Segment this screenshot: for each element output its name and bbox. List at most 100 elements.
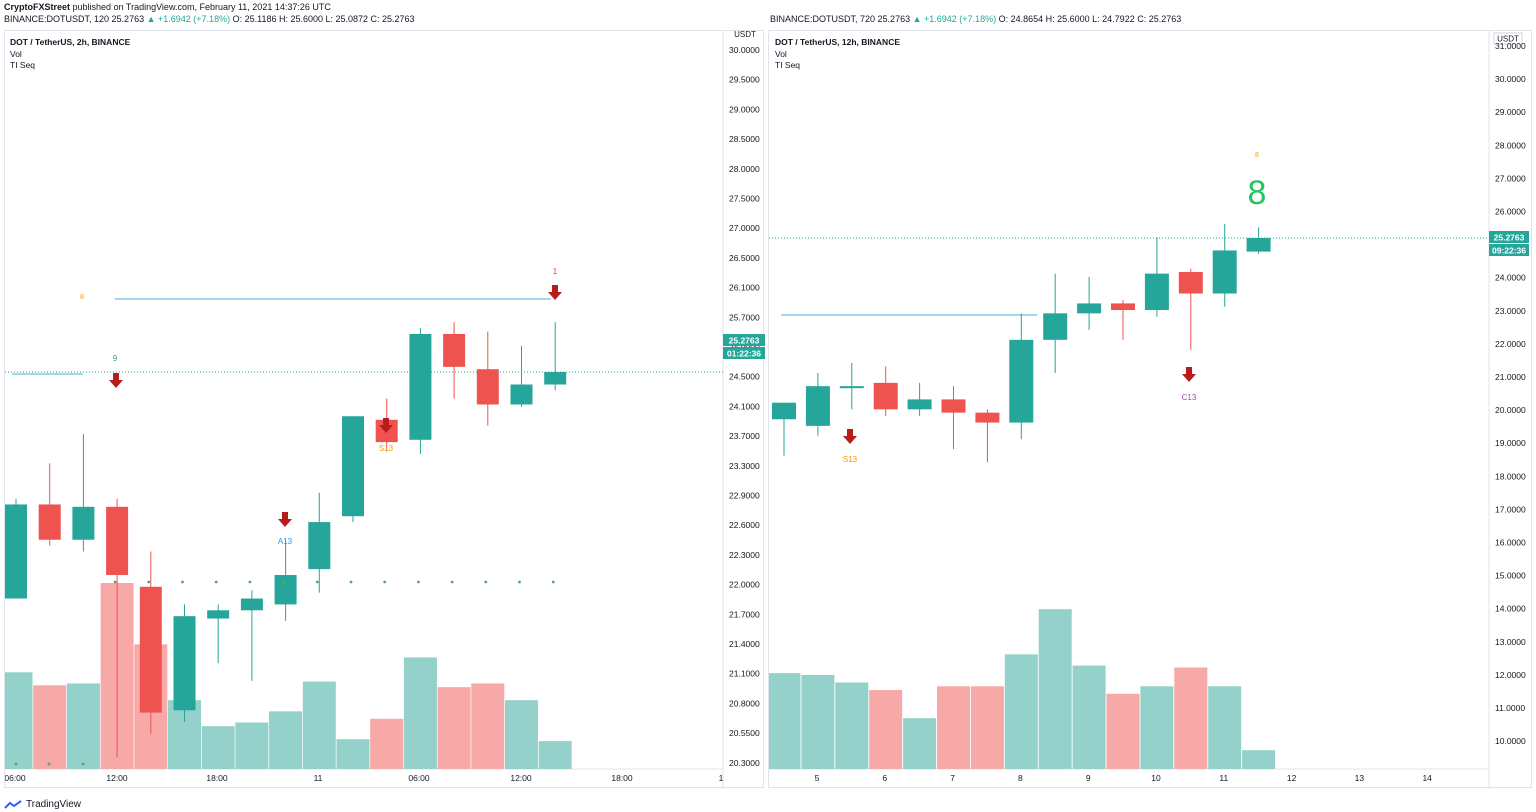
left-candle-body (342, 416, 364, 517)
left-price-tag (723, 334, 765, 346)
left-seq-dot (113, 580, 117, 584)
left-y-tick: 22.6000 (729, 520, 760, 530)
left-y-tick: 29.5000 (729, 75, 760, 85)
right-y-tick: 28.0000 (1495, 140, 1526, 150)
right-y-tick: 19.0000 (1495, 438, 1526, 448)
left-a13-label: A13 (278, 537, 293, 546)
left-candle-body (5, 504, 27, 599)
left-sell-arrow-icon (548, 285, 562, 300)
left-seq-dot (484, 580, 488, 584)
left-candle-body (72, 506, 95, 540)
right-candle-body (839, 386, 864, 389)
left-seq-dot (147, 580, 151, 584)
right-legend-indicator[interactable]: TI Seq (775, 60, 801, 70)
left-volume-bar (5, 672, 33, 769)
left-y-tick: 21.7000 (729, 609, 760, 619)
right-x-tick: 11 (1219, 773, 1228, 783)
right-y-tick: 31.0000 (1495, 41, 1526, 51)
left-legend-vol[interactable]: Vol (10, 48, 22, 59)
right-x-tick: 5 (815, 773, 820, 783)
left-volume-bar (336, 739, 370, 769)
right-volume-bar (1072, 665, 1106, 769)
left-chart[interactable]: USDT 30.0000 29.5000 29.0000 28.5000 28.0000 2… (5, 31, 765, 789)
left-y-tick: 23.3000 (729, 461, 760, 471)
right-y-tick: 15.0000 (1495, 571, 1526, 581)
left-y-tick: 24.1000 (729, 401, 760, 411)
right-y-tick: 17.0000 (1495, 504, 1526, 514)
right-legend-title[interactable]: DOT / TetherUS, 12h, BINANCE (775, 37, 900, 47)
right-ohlc: O: 24.8654 H: 25.6000 L: 24.7922 C: 25.2… (998, 14, 1182, 24)
right-x-tick: 10 (1151, 773, 1161, 783)
publisher-name[interactable]: CryptoFXStreet (4, 2, 71, 12)
left-seq-dot (81, 762, 85, 766)
left-x-tick: 06:00 (5, 773, 26, 783)
right-legend-vol[interactable]: Vol (775, 48, 787, 59)
right-volume-bar (1174, 667, 1208, 769)
right-price-tag-text: 25.2763 (1494, 233, 1525, 243)
right-volume-bar (970, 686, 1004, 769)
right-x-tick: 9 (1086, 773, 1091, 783)
left-y-tick: 20.3000 (729, 758, 760, 768)
left-y-tick: 20.0400 (729, 788, 760, 790)
left-legend-title[interactable]: DOT / TetherUS, 2h, BINANCE (10, 37, 131, 47)
right-y-tick: 16.0000 (1495, 538, 1526, 548)
left-seq-8-label: 8 (80, 294, 84, 301)
left-seq-9-label: 9 (113, 354, 118, 363)
right-candle-body (975, 412, 1000, 423)
right-currency-label: USDT (1497, 35, 1519, 44)
left-candle-body (476, 369, 499, 405)
left-y-tick: 28.5000 (729, 134, 760, 144)
left-y-tick: 26.5000 (729, 253, 760, 263)
left-x-tick: 1 (719, 773, 724, 783)
right-symbol-header: BINANCE:DOTUSDT, 720 25.2763 ▲ +1.6942 (… (770, 14, 1181, 24)
right-chart-panel[interactable]: USDT 31.0000 30.0000 29.0000 28.0000 27.0000 2… (768, 30, 1533, 789)
right-y-tick: 23.0000 (1495, 306, 1526, 316)
right-volume-bar (835, 682, 869, 769)
left-candle-body (443, 333, 466, 367)
right-y-tick: 29.0000 (1495, 107, 1526, 117)
tradingview-footer[interactable]: TradingView (4, 799, 81, 810)
right-y-tick: 27.0000 (1495, 173, 1526, 183)
left-seq-1-label: 1 (553, 267, 558, 276)
left-sell-arrow-icon (278, 512, 292, 527)
left-y-tick: 27.5000 (729, 194, 760, 204)
right-candle-body (1009, 339, 1034, 423)
left-legend: DOT / TetherUS, 2h, BINANCE Vol TI Seq (10, 37, 130, 72)
left-volume-bar (403, 657, 437, 769)
left-candle-body (308, 522, 331, 570)
right-symbol: BINANCE:DOTUSDT, 720 (770, 14, 876, 24)
left-volume-bar (302, 681, 336, 769)
left-y-tick: 20.5500 (729, 728, 760, 738)
right-big-count-label: 8 (1248, 174, 1267, 212)
left-candle-body (274, 575, 297, 605)
left-y-tick: 28.0000 (729, 164, 760, 174)
left-candle-body (106, 506, 129, 576)
right-y-tick: 30.0000 (1495, 74, 1526, 84)
publish-line: CryptoFXStreet published on TradingView.… (4, 2, 331, 12)
right-y-tick: 14.0000 (1495, 604, 1526, 614)
left-volume-bar (33, 685, 67, 769)
right-x-tick: 14 (1422, 773, 1432, 783)
right-x-tick: 13 (1355, 773, 1365, 783)
left-x-tick: 06:00 (408, 773, 430, 783)
right-sell-arrow-icon (1182, 367, 1196, 382)
right-volume-bar (1106, 693, 1140, 769)
left-y-tick: 23.7000 (729, 431, 760, 441)
left-legend-indicator[interactable]: TI Seq (10, 60, 36, 70)
right-volume-bar (1038, 609, 1072, 769)
right-volume-bar (1208, 686, 1242, 769)
right-y-tick: 10.0000 (1495, 736, 1526, 746)
left-volume-bar (538, 741, 572, 769)
left-price-tag-text: 25.2763 (729, 336, 760, 346)
left-seq-dot (282, 580, 285, 584)
right-change: ▲ +1.6942 (+7.18%) (912, 14, 997, 24)
right-candle-body (873, 382, 898, 410)
left-chart-panel[interactable]: USDT 30.0000 29.5000 29.0000 28.5000 28.0000 2… (4, 30, 765, 789)
left-x-tick: 18:00 (206, 773, 228, 783)
right-x-tick: 12 (1287, 773, 1297, 783)
right-countdown-text: 09:22:36 (1492, 246, 1526, 256)
right-candle-body (1144, 273, 1169, 311)
left-symbol-header: BINANCE:DOTUSDT, 120 25.2763 ▲ +1.6942 (… (4, 14, 415, 24)
right-y-tick: 11.0000 (1495, 703, 1525, 713)
